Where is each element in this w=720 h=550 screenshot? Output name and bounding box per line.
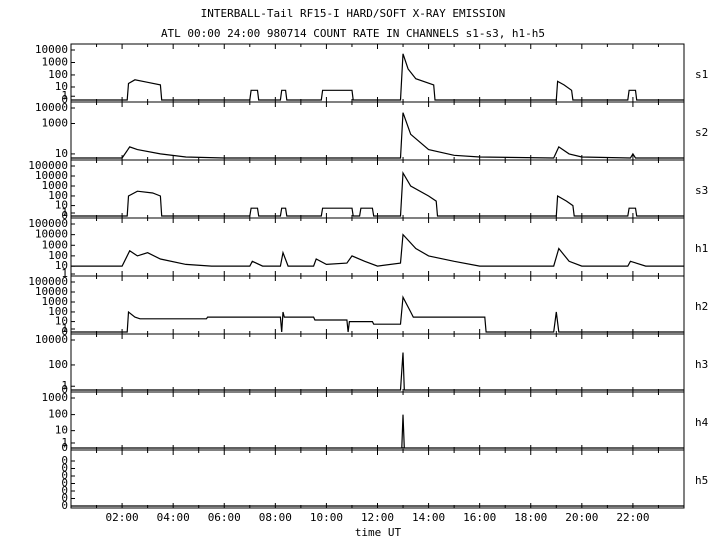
y-tick-label: 100000 [28,275,68,288]
y-tick-label: 100 [48,408,68,421]
x-tick-label: 04:00 [157,511,190,524]
panel-frame [70,275,685,335]
y-tick-label: 100 [48,305,68,318]
y-tick-label: 1 [61,206,68,219]
data-line [71,233,684,267]
y-tick-label: 1 [61,436,68,449]
panel-label: s1 [695,68,708,81]
y-tick-label: 0 [61,93,68,106]
x-tick-label: 16:00 [463,511,496,524]
y-tick-label: 0 [61,484,68,497]
y-tick-label: 10000 [35,43,68,56]
x-tick-label: 20:00 [565,511,598,524]
x-tick-label: 14:00 [412,511,445,524]
y-tick-label: 0 [61,209,68,222]
y-tick-label: 10000 [35,101,68,114]
y-tick-label: 10000 [35,285,68,298]
y-tick-label: 10 [55,424,68,437]
y-tick-label: 1000 [42,179,69,192]
y-tick-label: 100000 [28,159,68,172]
y-tick-label: 0 [61,469,68,482]
x-tick-label: 18:00 [514,511,547,524]
y-tick-label: 1 [61,322,68,335]
y-tick-label: 0 [61,454,68,467]
y-tick-label: 10 [55,80,68,93]
data-line [71,171,684,217]
x-tick-label: 22:00 [616,511,649,524]
panel-frame [70,333,685,393]
panel-frame [70,449,685,509]
x-tick-label: 10:00 [310,511,343,524]
y-tick-label: 100000 [28,217,68,230]
y-tick-label: 10000 [35,228,68,241]
y-tick-label: 10 [55,147,68,160]
y-tick-label: 0 [61,462,68,475]
x-tick-label: 12:00 [361,511,394,524]
panel-frame [70,391,685,451]
y-tick-label: 100 [48,68,68,81]
y-tick-label: 1000 [42,391,69,404]
data-line [71,414,684,449]
y-tick-label: 10000 [35,169,68,182]
panel-label: h2 [695,300,708,313]
y-tick-label: 1000 [42,55,69,68]
y-tick-label: 1 [61,267,68,280]
y-tick-label: 0 [61,499,68,512]
y-tick-label: 10 [55,259,68,272]
x-tick-label: 06:00 [208,511,241,524]
y-tick-label: 1000 [42,117,69,130]
y-tick-label: 10 [55,199,68,212]
y-tick-label: 1000 [42,295,69,308]
panel-frame [70,159,685,219]
data-line [71,295,684,333]
panel-label: h4 [695,416,709,429]
panel-label: s3 [695,184,708,197]
y-tick-label: 1 [61,89,68,102]
y-tick-label: 10000 [35,333,68,346]
panel-label: s2 [695,126,708,139]
x-tick-label: 08:00 [259,511,292,524]
panel-frame [70,43,685,103]
x-axis-label: time UT [355,526,402,539]
data-line [71,112,684,159]
y-tick-label: 0 [61,325,68,338]
data-line [71,352,684,391]
y-tick-label: 0 [61,477,68,490]
panel-frame [70,217,685,277]
data-line [71,53,684,101]
panel-label: h5 [695,474,708,487]
y-tick-label: 10 [55,315,68,328]
y-tick-label: 0 [61,492,68,505]
y-tick-label: 100 [48,249,68,262]
y-tick-label: 100 [48,189,68,202]
y-tick-label: 0 [61,441,68,454]
y-tick-label: 1 [61,379,68,392]
x-tick-label: 02:00 [106,511,139,524]
panel-label: h3 [695,358,708,371]
y-tick-label: 100 [48,358,68,371]
chart-subtitle: ATL 00:00 24:00 980714 COUNT RATE IN CHA… [161,27,545,40]
panel-frame [70,101,685,161]
y-tick-label: 1000 [42,238,69,251]
y-tick-label: 0 [61,383,68,396]
panel-label: h1 [695,242,708,255]
chart-title: INTERBALL-Tail RF15-I HARD/SOFT X-RAY EM… [201,7,506,20]
